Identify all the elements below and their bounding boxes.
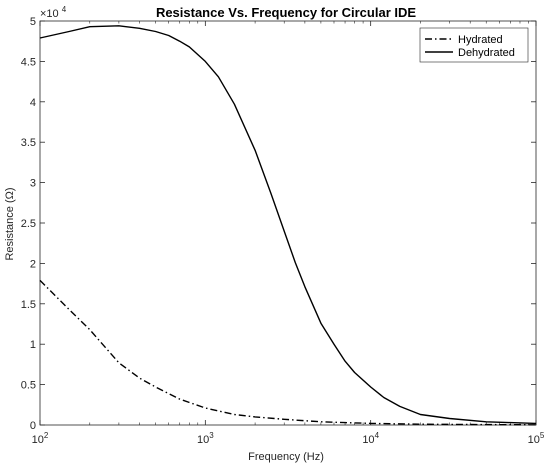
y-tick-label: 0 [30,420,36,432]
y-tick-label: 1.5 [21,299,36,311]
x-tick-exponent: 4 [375,431,380,440]
legend-label-hydrated: Hydrated [458,34,503,46]
x-tick-exponent: 3 [209,431,214,440]
x-tick-base: 10 [362,434,374,446]
x-tick-base: 10 [197,434,209,446]
y-multiplier-base: ×10 [40,8,59,20]
x-tick-base: 10 [32,434,44,446]
legend-box [419,27,529,63]
legend-label-dehydrated: Dehydrated [458,47,515,59]
y-multiplier-exponent: 4 [62,5,67,14]
x-tick-exponent: 5 [540,431,545,440]
y-multiplier: ×10 4 [40,5,67,20]
y-tick-label: 2.5 [21,218,36,230]
y-axis-label: Resistance (Ω) [4,187,16,260]
x-tick-label: 105 [528,431,545,446]
x-tick-label: 102 [32,431,49,446]
y-tick-label: 3.5 [21,137,36,149]
y-tick-label: 5 [30,16,36,28]
x-tick-label: 103 [197,431,214,446]
x-tick-exponent: 2 [44,431,49,440]
series-line-hydrated [39,279,537,426]
chart-title: Resistance Vs. Frequency for Circular ID… [156,5,416,20]
x-tick-base: 10 [528,434,540,446]
y-tick-label: 2 [30,258,36,270]
y-tick-label: 1 [30,339,36,351]
axes-box [39,20,537,426]
y-tick-label: 4.5 [21,56,36,68]
series-line-dehydrated [39,25,537,425]
x-tick-label: 104 [362,431,379,446]
y-tick-label: 3 [30,178,36,190]
x-axis-label: Frequency (Hz) [248,451,324,463]
y-tick-label: 0.5 [21,380,36,392]
y-tick-label: 4 [30,97,36,109]
